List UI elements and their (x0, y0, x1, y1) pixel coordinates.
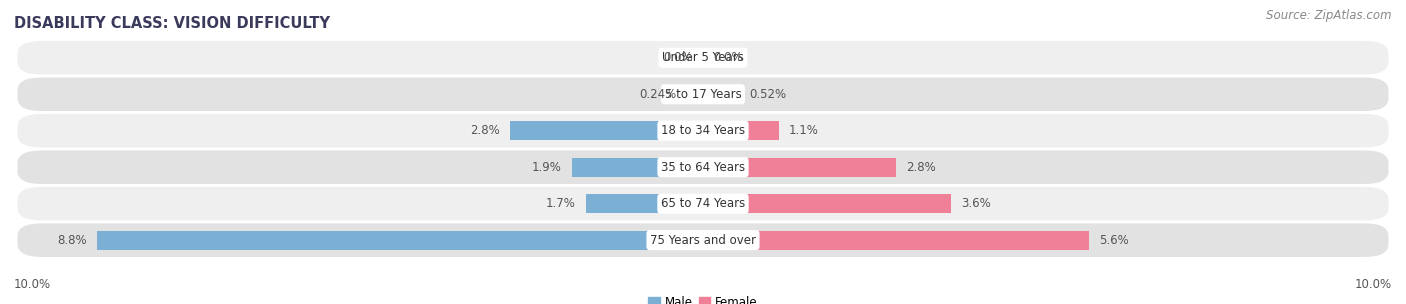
Bar (586, 194, 703, 213)
Bar (703, 121, 779, 140)
Bar (572, 158, 703, 177)
Text: 5 to 17 Years: 5 to 17 Years (665, 88, 741, 101)
Bar (97, 231, 703, 250)
Text: 75 Years and over: 75 Years and over (650, 234, 756, 247)
Text: DISABILITY CLASS: VISION DIFFICULTY: DISABILITY CLASS: VISION DIFFICULTY (14, 16, 330, 31)
Text: 10.0%: 10.0% (14, 278, 51, 292)
Text: 65 to 74 Years: 65 to 74 Years (661, 197, 745, 210)
Bar (703, 85, 738, 104)
Text: 0.52%: 0.52% (749, 88, 786, 101)
Bar (686, 85, 703, 104)
FancyBboxPatch shape (17, 150, 1389, 184)
Bar (703, 158, 896, 177)
Legend: Male, Female: Male, Female (644, 291, 762, 304)
FancyBboxPatch shape (17, 114, 1389, 147)
Text: 3.6%: 3.6% (962, 197, 991, 210)
FancyBboxPatch shape (17, 187, 1389, 220)
Text: 35 to 64 Years: 35 to 64 Years (661, 161, 745, 174)
Text: 1.7%: 1.7% (546, 197, 575, 210)
Text: 0.0%: 0.0% (713, 51, 742, 64)
Bar (510, 121, 703, 140)
FancyBboxPatch shape (17, 223, 1389, 257)
Text: Under 5 Years: Under 5 Years (662, 51, 744, 64)
Text: 1.1%: 1.1% (789, 124, 818, 137)
Text: 2.8%: 2.8% (907, 161, 936, 174)
Bar (703, 231, 1088, 250)
Bar (703, 194, 950, 213)
Text: 5.6%: 5.6% (1099, 234, 1129, 247)
FancyBboxPatch shape (17, 78, 1389, 111)
Text: 1.9%: 1.9% (531, 161, 562, 174)
Text: 0.0%: 0.0% (664, 51, 693, 64)
Text: 0.24%: 0.24% (638, 88, 676, 101)
Text: 10.0%: 10.0% (1355, 278, 1392, 292)
Text: 8.8%: 8.8% (56, 234, 86, 247)
Text: 2.8%: 2.8% (470, 124, 499, 137)
Text: Source: ZipAtlas.com: Source: ZipAtlas.com (1267, 9, 1392, 22)
FancyBboxPatch shape (17, 41, 1389, 74)
Text: 18 to 34 Years: 18 to 34 Years (661, 124, 745, 137)
